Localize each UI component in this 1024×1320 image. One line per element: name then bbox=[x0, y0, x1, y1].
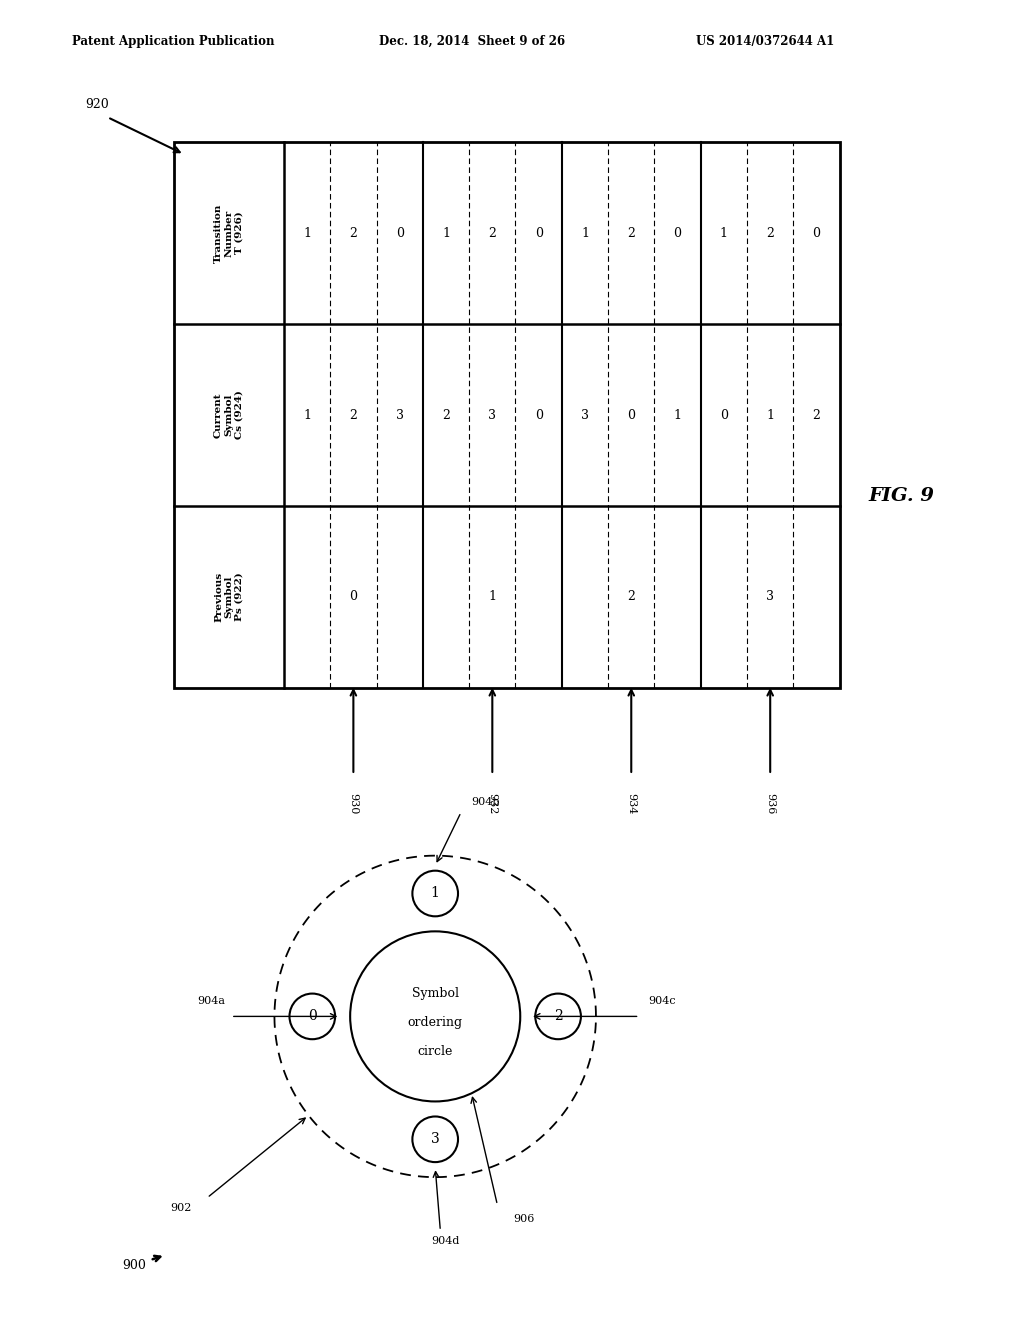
Text: 0: 0 bbox=[395, 227, 403, 239]
Text: 3: 3 bbox=[395, 408, 403, 421]
Text: 2: 2 bbox=[442, 408, 450, 421]
Text: 2: 2 bbox=[766, 227, 774, 239]
Bar bbox=[174, 143, 840, 688]
Text: 1: 1 bbox=[581, 227, 589, 239]
Circle shape bbox=[413, 871, 458, 916]
Text: 0: 0 bbox=[674, 227, 682, 239]
Text: 904a: 904a bbox=[198, 995, 225, 1006]
Text: 0: 0 bbox=[628, 408, 635, 421]
Text: 0: 0 bbox=[720, 408, 728, 421]
Text: 0: 0 bbox=[308, 1010, 316, 1023]
Text: 2: 2 bbox=[349, 227, 357, 239]
Text: Transition
Number
T (926): Transition Number T (926) bbox=[214, 203, 244, 263]
Text: Previous
Symbol
Ps (922): Previous Symbol Ps (922) bbox=[214, 572, 244, 622]
Text: 2: 2 bbox=[628, 590, 635, 603]
Text: 2: 2 bbox=[349, 408, 357, 421]
Text: 1: 1 bbox=[303, 408, 311, 421]
Text: 0: 0 bbox=[535, 227, 543, 239]
Text: FIG. 9: FIG. 9 bbox=[868, 487, 934, 504]
Circle shape bbox=[290, 994, 335, 1039]
Text: 904b: 904b bbox=[471, 797, 500, 807]
Text: 1: 1 bbox=[766, 408, 774, 421]
Text: 3: 3 bbox=[581, 408, 589, 421]
Text: 1: 1 bbox=[303, 227, 311, 239]
Text: 1: 1 bbox=[442, 227, 450, 239]
Text: 2: 2 bbox=[813, 408, 820, 421]
Text: 0: 0 bbox=[349, 590, 357, 603]
Text: 3: 3 bbox=[488, 408, 497, 421]
Text: 1: 1 bbox=[431, 887, 439, 900]
Text: 1: 1 bbox=[674, 408, 682, 421]
Text: 2: 2 bbox=[488, 227, 497, 239]
Text: 3: 3 bbox=[431, 1133, 439, 1146]
Text: ordering: ordering bbox=[408, 1016, 463, 1030]
Text: 2: 2 bbox=[554, 1010, 562, 1023]
Text: Dec. 18, 2014  Sheet 9 of 26: Dec. 18, 2014 Sheet 9 of 26 bbox=[379, 34, 565, 48]
Text: 1: 1 bbox=[488, 590, 497, 603]
Text: Patent Application Publication: Patent Application Publication bbox=[72, 34, 274, 48]
Text: 0: 0 bbox=[812, 227, 820, 239]
Text: 904c: 904c bbox=[648, 995, 676, 1006]
Text: 0: 0 bbox=[535, 408, 543, 421]
Circle shape bbox=[413, 1117, 458, 1162]
Text: US 2014/0372644 A1: US 2014/0372644 A1 bbox=[696, 34, 835, 48]
Text: 920: 920 bbox=[85, 98, 110, 111]
Text: Symbol: Symbol bbox=[412, 987, 459, 1001]
Text: circle: circle bbox=[418, 1045, 453, 1059]
Text: 930: 930 bbox=[348, 793, 358, 814]
Text: Current
Symbol
Cs (924): Current Symbol Cs (924) bbox=[214, 391, 244, 440]
Text: 934: 934 bbox=[627, 793, 636, 814]
Circle shape bbox=[536, 994, 581, 1039]
Text: 1: 1 bbox=[720, 227, 728, 239]
Text: 2: 2 bbox=[628, 227, 635, 239]
Text: 936: 936 bbox=[765, 793, 775, 814]
Text: 902: 902 bbox=[170, 1204, 191, 1213]
Text: 906: 906 bbox=[513, 1213, 535, 1224]
Text: 932: 932 bbox=[487, 793, 498, 814]
Text: 3: 3 bbox=[766, 590, 774, 603]
Text: 900: 900 bbox=[123, 1259, 146, 1271]
Text: 904d: 904d bbox=[431, 1237, 460, 1246]
